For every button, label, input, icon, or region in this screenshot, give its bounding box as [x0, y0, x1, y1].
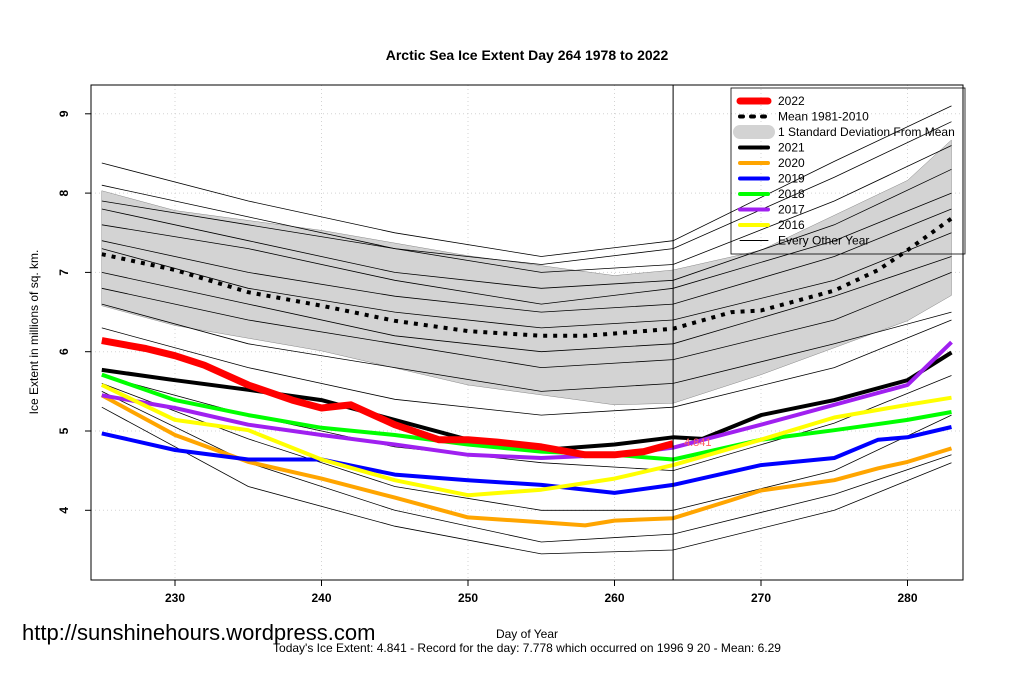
legend-label: 2019 — [778, 172, 805, 186]
plot-frame — [90, 84, 964, 581]
legend-label: 2020 — [778, 156, 805, 170]
legend-label: 2022 — [778, 94, 805, 108]
x-tick-label: 280 — [897, 591, 917, 605]
series-line-2019 — [101, 425, 952, 495]
series-line-2020 — [100, 393, 953, 528]
legend-label: 1 Standard Deviation From Mean — [778, 125, 955, 139]
legend-box — [730, 87, 966, 255]
x-axis-label: Day of Year — [496, 627, 558, 641]
y-tick-label: 7 — [57, 269, 71, 276]
other-years-lines — [101, 105, 952, 555]
footer-stats: Today's Ice Extent: 4.841 - Record for t… — [273, 641, 781, 655]
x-tick-label: 230 — [165, 591, 185, 605]
y-tick-label: 6 — [57, 348, 71, 355]
other-year-line — [101, 192, 952, 305]
other-year-line — [101, 232, 952, 329]
legend-label: 2021 — [778, 141, 805, 155]
legend-label: 2018 — [778, 187, 805, 201]
y-tick-label: 5 — [57, 427, 71, 434]
sd-band — [101, 139, 952, 406]
other-year-line — [101, 406, 952, 555]
sd-band-area — [101, 139, 952, 406]
label-2022-value: 4.841 — [684, 437, 712, 449]
x-tick-label: 270 — [751, 591, 771, 605]
legend-label: 2016 — [778, 218, 805, 232]
series-line-2018 — [101, 372, 952, 462]
y-tick-label: 9 — [57, 110, 71, 117]
chart-title: Arctic Sea Ice Extent Day 264 1978 to 20… — [386, 47, 669, 63]
other-year-line — [101, 145, 952, 273]
y-axis-label: Ice Extent in millions of sq. km. — [27, 250, 41, 415]
legend-label: Mean 1981-2010 — [778, 110, 869, 124]
x-tick-label: 260 — [604, 591, 624, 605]
series-line-2017 — [101, 340, 953, 460]
other-year-line — [101, 208, 952, 313]
legend-label: Every Other Year — [778, 234, 869, 248]
series-line-2022 — [101, 337, 675, 459]
x-tick-label: 250 — [458, 591, 478, 605]
other-year-line — [101, 303, 952, 392]
series-line-mean-1981-2010 — [101, 216, 953, 338]
y-tick-label: 8 — [57, 189, 71, 196]
other-year-line — [101, 105, 952, 257]
series-line-2016 — [100, 383, 952, 498]
y-axis: 4 5 6 7 8 9 — [57, 110, 91, 514]
watermark: http://sunshinehours.wordpress.com — [22, 620, 375, 645]
x-tick-label: 240 — [311, 591, 331, 605]
y-tick-label: 4 — [57, 507, 71, 514]
other-year-line — [101, 319, 952, 416]
other-year-line — [101, 121, 952, 265]
other-year-line — [101, 383, 952, 511]
other-year-line — [101, 168, 952, 289]
other-year-line — [101, 256, 952, 353]
legend-label: 2017 — [778, 203, 805, 217]
x-axis: 230 240 250 260 270 280 — [165, 580, 918, 605]
series-lines — [100, 216, 953, 528]
other-year-line — [101, 272, 952, 369]
